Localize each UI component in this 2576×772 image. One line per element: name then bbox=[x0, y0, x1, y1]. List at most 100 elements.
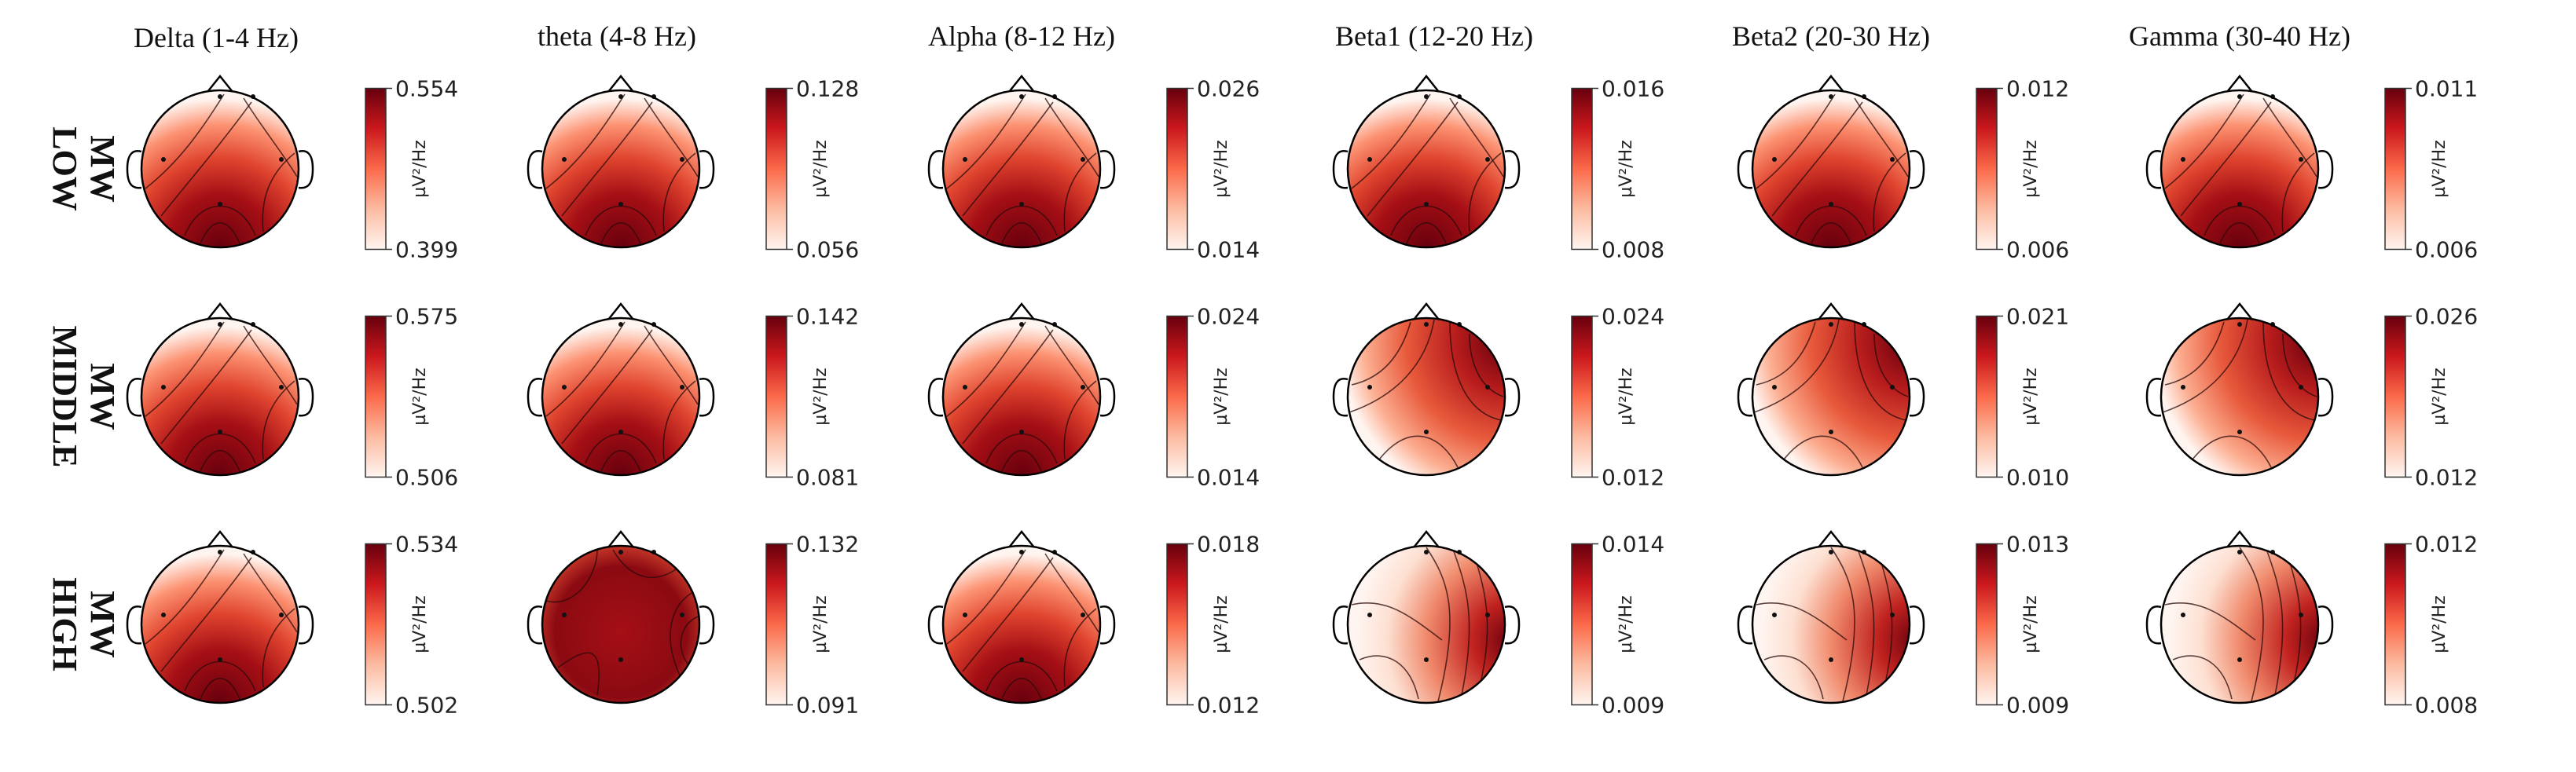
right-ear bbox=[1099, 377, 1116, 417]
contour-line bbox=[1771, 101, 1863, 217]
colorbar-max-label: 0.024 bbox=[1602, 304, 1664, 330]
contour-line bbox=[1351, 321, 1411, 386]
contour-line bbox=[962, 557, 1054, 672]
band-title-beta2: Beta2 (20-30 Hz) bbox=[1732, 20, 1930, 52]
colorbar-unit-label: µV²/Hz bbox=[1616, 595, 1636, 653]
row-label-middle-line2: MW bbox=[83, 363, 122, 430]
contour-line bbox=[561, 329, 653, 445]
electrode-marker bbox=[1019, 550, 1024, 554]
electrode-marker bbox=[2181, 385, 2185, 390]
topomap-heat bbox=[2161, 546, 2318, 703]
colorbar-min-label: 0.012 bbox=[1602, 465, 1664, 491]
head-outline bbox=[1751, 89, 1911, 249]
contour-line bbox=[2219, 221, 2260, 244]
electrode-marker bbox=[1424, 657, 1429, 662]
head-outline bbox=[140, 89, 300, 249]
electrode-marker bbox=[218, 202, 222, 207]
electrode-marker bbox=[2181, 613, 2185, 617]
contour-line bbox=[2162, 319, 2248, 413]
electrode-marker bbox=[963, 385, 967, 390]
nose bbox=[1818, 529, 1844, 548]
electrode-marker bbox=[1424, 322, 1429, 327]
row-label-low-line2: MW bbox=[83, 135, 122, 203]
electrode-marker bbox=[218, 657, 222, 662]
contour-line bbox=[145, 549, 225, 645]
electrode-marker bbox=[2299, 385, 2303, 390]
electrode-marker bbox=[1485, 385, 1490, 390]
colorbar-max-label: 0.575 bbox=[395, 304, 458, 330]
head-outline bbox=[140, 544, 300, 704]
electrode-marker bbox=[680, 385, 684, 390]
contour-line bbox=[1873, 333, 1909, 397]
electrode-marker bbox=[2237, 657, 2242, 662]
electrode-marker bbox=[1019, 202, 1024, 207]
contour-line bbox=[1378, 435, 1459, 468]
electrode-marker bbox=[2181, 157, 2185, 162]
colorbar bbox=[1976, 543, 1998, 706]
topomap-heat bbox=[2161, 90, 2318, 247]
topomap-panel: 0.024 0.012 µV²/Hz bbox=[1332, 302, 1664, 491]
colorbar-max-label: 0.013 bbox=[2006, 532, 2069, 558]
electrode-marker bbox=[562, 613, 567, 617]
contour-line bbox=[243, 325, 298, 405]
colorbar-unit-label: µV²/Hz bbox=[410, 595, 430, 653]
contour-line bbox=[680, 616, 699, 664]
contour-line bbox=[1453, 551, 1470, 696]
electrode-marker bbox=[1019, 322, 1024, 327]
head-outline bbox=[541, 544, 701, 704]
left-ear bbox=[927, 377, 944, 417]
topomap-heat bbox=[1752, 318, 1910, 475]
colorbar bbox=[1166, 87, 1188, 251]
colorbar bbox=[1166, 315, 1188, 478]
electrode-marker bbox=[218, 430, 222, 434]
colorbar-unit-label: µV²/Hz bbox=[1212, 140, 1231, 197]
colorbar-max-label: 0.026 bbox=[1197, 76, 1260, 102]
nose bbox=[1008, 74, 1035, 93]
topomap-heat bbox=[943, 546, 1100, 703]
electrode-marker bbox=[618, 430, 623, 434]
topomap-panel: 0.012 0.008 µV²/Hz bbox=[2145, 529, 2478, 719]
contour-line bbox=[2290, 565, 2302, 680]
electrode-marker bbox=[1424, 202, 1429, 207]
row-label-high: HIGH MW bbox=[46, 577, 122, 671]
electrode-marker bbox=[1829, 94, 1833, 99]
colorbar-min-label: 0.006 bbox=[2006, 237, 2069, 263]
contour-line bbox=[545, 93, 626, 189]
electrode-marker bbox=[161, 613, 166, 617]
contour-line bbox=[545, 549, 598, 603]
contour-line bbox=[1477, 565, 1488, 680]
row-label-low-line1: LOW bbox=[46, 126, 84, 211]
colorbar-min-label: 0.010 bbox=[2006, 465, 2069, 491]
right-ear bbox=[2317, 149, 2334, 189]
topomap-heat bbox=[141, 318, 299, 475]
contour-line bbox=[545, 321, 626, 417]
topomap-panel: 0.142 0.081 µV²/Hz bbox=[527, 302, 859, 491]
colorbar-min-label: 0.008 bbox=[1602, 237, 1664, 263]
row-label-high-line2: MW bbox=[83, 591, 122, 658]
contour-line bbox=[1873, 152, 1906, 232]
nose bbox=[207, 529, 233, 548]
band-titles: Delta (1-4 Hz) theta (4-8 Hz) Alpha (8-1… bbox=[134, 20, 2350, 53]
right-ear bbox=[1909, 605, 1925, 645]
topomap-panel: 0.575 0.506 µV²/Hz bbox=[126, 302, 458, 491]
topomap-heat bbox=[1348, 546, 1505, 703]
contour-line bbox=[262, 380, 295, 460]
colorbar-max-label: 0.018 bbox=[1197, 532, 1260, 558]
colorbar-min-label: 0.081 bbox=[796, 465, 859, 491]
electrode-marker bbox=[1424, 550, 1429, 554]
colorbar-unit-label: µV²/Hz bbox=[1616, 140, 1636, 197]
electrode-marker bbox=[161, 157, 166, 162]
contour-line bbox=[145, 321, 225, 417]
contour-line bbox=[1001, 221, 1042, 244]
contour-lines bbox=[1349, 319, 1504, 468]
topomap-panel: 0.016 0.008 µV²/Hz bbox=[1332, 74, 1664, 263]
head-outline bbox=[541, 89, 701, 249]
nose bbox=[607, 302, 634, 320]
colorbar bbox=[765, 87, 787, 251]
contour-line bbox=[1349, 319, 1435, 413]
electrode-marker bbox=[1424, 430, 1429, 434]
electrode-marker bbox=[1367, 385, 1372, 390]
band-title-beta1: Beta1 (12-20 Hz) bbox=[1335, 20, 1533, 52]
right-ear bbox=[1099, 149, 1116, 189]
colorbar-unit-label: µV²/Hz bbox=[811, 368, 831, 425]
